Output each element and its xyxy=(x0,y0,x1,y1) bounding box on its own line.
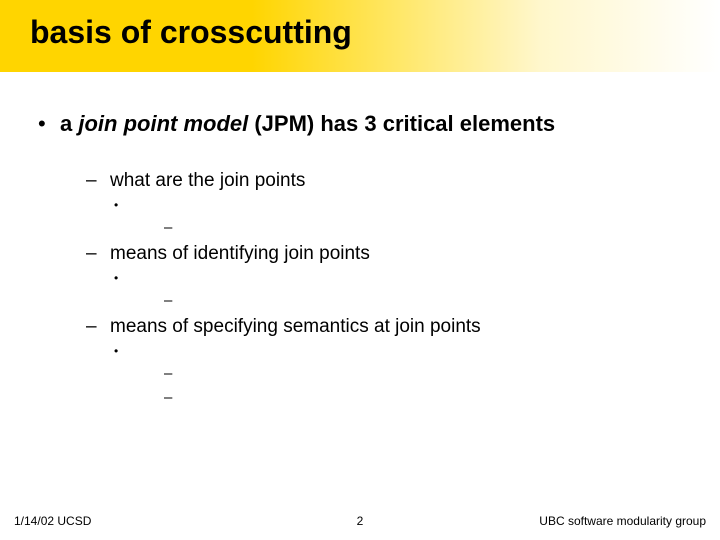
sub-item: – what are the join points xyxy=(86,168,690,193)
sub-sub-sub-list: – – xyxy=(158,363,690,409)
sub-sub-sub-list: – xyxy=(158,217,690,239)
small-dot-icon: • xyxy=(110,341,134,361)
sub-sub-item: • xyxy=(110,268,690,288)
bullet-text-italic: join point model xyxy=(78,111,248,136)
sub-item: – means of specifying semantics at join … xyxy=(86,314,690,339)
sub-sub-sub-item: – xyxy=(158,387,690,409)
sub-list: – what are the join points • – – means o… xyxy=(86,168,690,409)
sub-sub-item: • xyxy=(110,195,690,215)
bullet-dot-icon: • xyxy=(30,110,60,138)
sub-item-text: means of specifying semantics at join po… xyxy=(110,314,481,339)
sub-sub-list: • – xyxy=(110,195,690,239)
sub-sub-sub-list: – xyxy=(158,290,690,312)
bullet-text-prefix: a xyxy=(60,111,78,136)
sub-item-text: means of identifying join points xyxy=(110,241,370,266)
sub-sub-sub-item: – xyxy=(158,363,690,385)
bullet-text-main: a join point model (JPM) has 3 critical … xyxy=(60,110,555,138)
footer-date: 1/14/02 UCSD xyxy=(14,514,245,528)
dash-icon: – xyxy=(86,314,110,339)
bullet-item-main: • a join point model (JPM) has 3 critica… xyxy=(30,110,690,138)
footer-group: UBC software modularity group xyxy=(475,514,706,528)
sub-sub-sub-item: – xyxy=(158,217,690,239)
slide-title: basis of crosscutting xyxy=(30,14,720,51)
slide-content: • a join point model (JPM) has 3 critica… xyxy=(0,72,720,409)
small-dash-icon: – xyxy=(158,290,182,312)
small-dash-icon: – xyxy=(158,217,182,239)
slide-footer: 1/14/02 UCSD 2 UBC software modularity g… xyxy=(0,514,720,528)
small-dash-icon: – xyxy=(158,363,182,385)
small-dash-icon: – xyxy=(158,387,182,409)
small-dot-icon: • xyxy=(110,195,134,215)
dash-icon: – xyxy=(86,241,110,266)
small-dot-icon: • xyxy=(110,268,134,288)
dash-icon: – xyxy=(86,168,110,193)
sub-item: – means of identifying join points xyxy=(86,241,690,266)
title-bar: basis of crosscutting xyxy=(0,0,720,72)
bullet-text-suffix: (JPM) has 3 critical elements xyxy=(248,111,555,136)
sub-sub-list: • – – xyxy=(110,341,690,409)
footer-page-number: 2 xyxy=(245,514,476,528)
sub-item-text: what are the join points xyxy=(110,168,305,193)
sub-sub-list: • – xyxy=(110,268,690,312)
sub-sub-sub-item: – xyxy=(158,290,690,312)
sub-sub-item: • xyxy=(110,341,690,361)
